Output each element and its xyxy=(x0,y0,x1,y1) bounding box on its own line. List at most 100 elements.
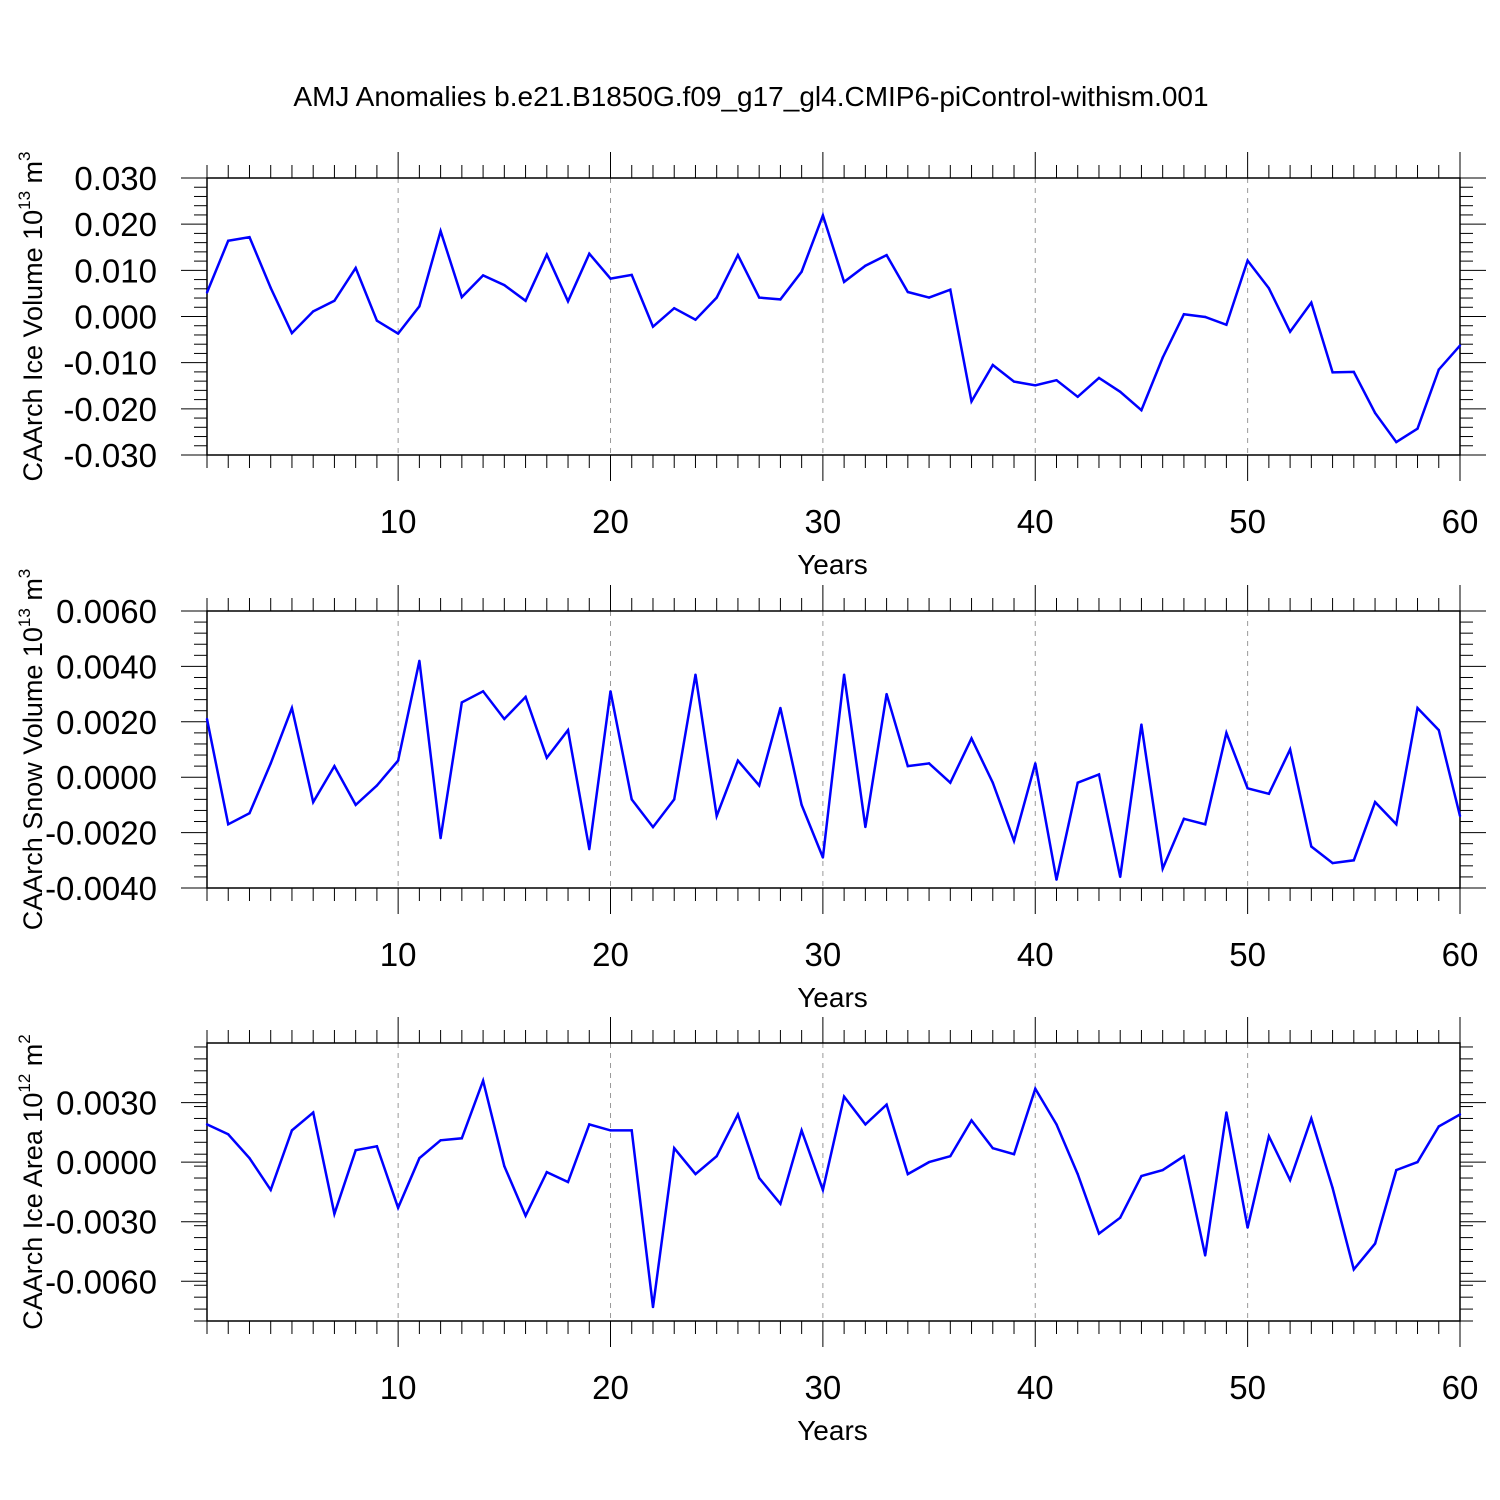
panel-3-data-point xyxy=(1458,1113,1462,1116)
panel-3-data-point xyxy=(821,1188,825,1192)
panel-2-data-point xyxy=(885,692,888,696)
panel-2-y-tick-label: 0.0020 xyxy=(56,704,157,741)
panel-1-data-point xyxy=(290,331,294,335)
panel-1-data-point xyxy=(1437,368,1440,371)
panel-2-data-point xyxy=(927,762,931,765)
panel-2-data-point xyxy=(694,673,697,676)
panel-2-x-tick-label: 10 xyxy=(380,936,417,973)
panel-2-data-point xyxy=(1161,867,1164,870)
panel-3-data-point xyxy=(630,1129,633,1132)
panel-3-data-point xyxy=(588,1123,591,1126)
panel-2-data-point xyxy=(906,764,910,768)
panel-2-y-axis-label: CAArch Snow Volume 1013 m3 xyxy=(15,569,48,931)
panel-1-data-point xyxy=(503,283,506,287)
panel-2-data-point xyxy=(1267,792,1271,796)
panel-1-y-tick-label: -0.020 xyxy=(63,391,157,428)
panel-1-data-point xyxy=(269,286,272,290)
panel-2-data-point xyxy=(736,759,740,762)
panel-3-data-point xyxy=(396,1206,400,1210)
panel-3-y-tick-label: -0.0030 xyxy=(45,1204,157,1241)
panel-1-data-point xyxy=(864,264,867,267)
panel-3-data-point xyxy=(1140,1174,1143,1178)
panel-3-data-point xyxy=(970,1119,973,1122)
panel-2-data-point xyxy=(1097,773,1101,776)
panel-1-data-point xyxy=(333,299,336,303)
panel-2-data-point xyxy=(418,659,421,663)
panel-3-data-point xyxy=(757,1176,761,1180)
panel-1-data-point xyxy=(524,299,527,303)
panel-1-data-point xyxy=(566,300,570,303)
panel-3-data-point xyxy=(1012,1153,1016,1156)
panel-3-x-tick-label: 20 xyxy=(592,1369,629,1406)
panel-3-x-tick-label: 40 xyxy=(1017,1369,1054,1406)
panel-1-series-line xyxy=(205,211,1461,444)
panel-3-data-point xyxy=(418,1156,421,1160)
panel-2-data-point xyxy=(205,717,209,721)
chart-title: AMJ Anomalies b.e21.B1850G.f09_g17_gl4.C… xyxy=(293,81,1208,112)
panel-2-data-point xyxy=(991,781,994,784)
panel-2-data-point xyxy=(1140,723,1143,726)
panel-2-data-point xyxy=(864,825,867,829)
panel-1-data-point xyxy=(227,239,230,242)
panel-3-data-point xyxy=(1331,1186,1334,1190)
panel-2-data-point xyxy=(354,803,357,807)
panel-2-data-point xyxy=(227,823,230,826)
panel-3-x-axis-label: Years xyxy=(797,1415,868,1446)
panel-1-data-point xyxy=(609,277,612,280)
panel-3-data-point xyxy=(1373,1242,1377,1245)
panel-1-x-tick-label: 60 xyxy=(1442,503,1479,540)
panel-1-data-point xyxy=(1331,371,1334,374)
panel-1-data-point xyxy=(991,363,994,367)
panel-3-data-point xyxy=(1055,1123,1058,1126)
panel-1-data-point xyxy=(885,253,888,257)
panel-3-x-tick-label: 10 xyxy=(380,1369,417,1406)
panel-1-data-point xyxy=(1203,315,1207,319)
panel-1-data-point xyxy=(375,319,379,322)
panel-3-data-point xyxy=(1076,1172,1079,1176)
panel-3-data-point xyxy=(205,1123,209,1126)
panel-2-data-point xyxy=(757,784,761,787)
panel-3-data-point xyxy=(949,1154,952,1158)
panel-2-x-tick-label: 20 xyxy=(592,936,629,973)
panel-2-data-point xyxy=(1395,823,1398,826)
panel-2-y-tick-label: 0.0000 xyxy=(56,759,157,796)
panel-1-data-point xyxy=(757,296,761,299)
panel-3-data-point xyxy=(991,1147,994,1150)
panel-2-data-point xyxy=(1373,800,1377,804)
panel-1-data-point xyxy=(800,270,803,273)
panel-2-y-tick-label: 0.0060 xyxy=(56,593,157,630)
panel-3-y-tick-label: 0.0000 xyxy=(56,1144,157,1181)
panel-3-data-point xyxy=(715,1154,718,1158)
panel-3-data-point xyxy=(1182,1154,1186,1158)
panel-1-data-point xyxy=(736,253,740,257)
panel-2-series-line xyxy=(205,660,1462,880)
panel-2-x-tick-label: 30 xyxy=(805,936,842,973)
panel-1-data-point xyxy=(1395,440,1398,444)
panel-3-data-point xyxy=(1288,1178,1292,1182)
panel-3-data-point xyxy=(227,1133,230,1136)
panel-1-data-point xyxy=(630,273,633,277)
panel-3-data-point xyxy=(609,1129,612,1132)
panel-3-data-point xyxy=(1416,1160,1419,1164)
panel-2-x-tick-label: 50 xyxy=(1229,936,1266,973)
panel-1-data-point xyxy=(481,274,485,277)
panel-2-data-point xyxy=(673,798,676,801)
panel-3-y-axis-label: CAArch Ice Area 1012 m2 xyxy=(15,1034,48,1330)
panel-1-data-point xyxy=(949,288,952,291)
panel-1-data-point xyxy=(1161,356,1164,359)
panel-2-data-point xyxy=(1352,859,1356,862)
panel-2-data-point xyxy=(566,728,570,732)
panel-3-data-point xyxy=(290,1129,294,1132)
panel-2-data-point xyxy=(1225,731,1228,735)
panel-2-data-point xyxy=(396,759,400,762)
panel-3-data-point xyxy=(375,1145,379,1148)
panel-1-y-tick-label: 0.000 xyxy=(74,299,157,336)
panel-2-data-point xyxy=(1012,839,1016,843)
panel-3-data-point xyxy=(248,1156,251,1160)
panel-1-data-point xyxy=(1373,411,1377,415)
panel-2-data-point xyxy=(609,690,612,693)
panel-2-y-tick-label: -0.0020 xyxy=(45,815,157,852)
panel-2-data-point xyxy=(651,825,655,829)
panel-1-data-point xyxy=(1012,380,1016,383)
